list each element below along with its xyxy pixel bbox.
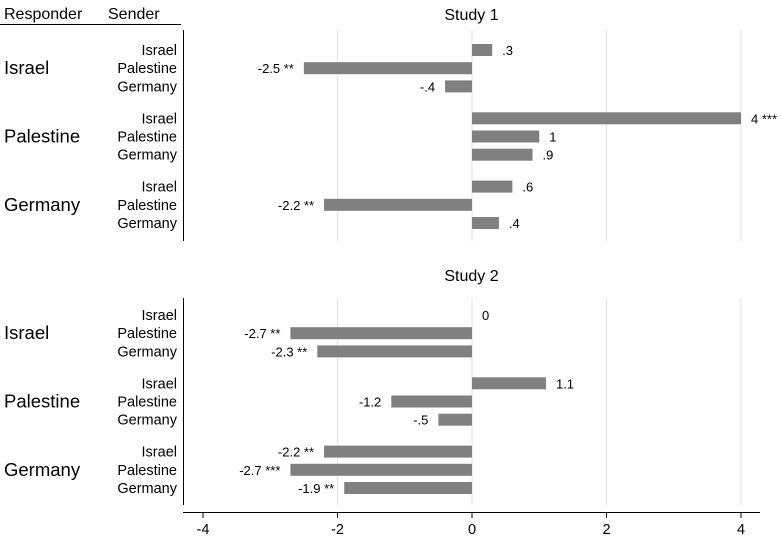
bar — [472, 217, 499, 229]
sender-label: Palestine — [117, 395, 177, 411]
responder-label: Germany — [4, 194, 81, 215]
sender-label: Israel — [142, 445, 177, 461]
bar — [303, 62, 472, 75]
bar — [290, 463, 472, 476]
value-label: -2.2 ** — [278, 198, 314, 213]
sender-header: Sender — [108, 6, 160, 23]
sender-label: Germany — [117, 148, 177, 164]
value-label: 1.1 — [556, 376, 574, 391]
x-tick-label: -2 — [331, 522, 344, 538]
responder-label: Germany — [4, 459, 81, 480]
value-label: 4 *** — [751, 111, 777, 126]
sender-label: Germany — [117, 79, 177, 95]
value-label: -2.3 ** — [271, 344, 307, 359]
x-tick-label: 0 — [468, 522, 476, 538]
sender-label: Palestine — [117, 198, 177, 214]
sender-label: Palestine — [117, 130, 177, 146]
sender-label: Germany — [117, 413, 177, 429]
panel-title: Study 1 — [444, 7, 498, 24]
sender-label: Israel — [142, 43, 177, 59]
value-label: -.5 — [413, 413, 428, 428]
value-label: -.4 — [420, 79, 435, 94]
x-tick-label: 4 — [737, 522, 745, 538]
value-label: -1.2 — [359, 395, 381, 410]
bar — [391, 395, 472, 408]
bar — [472, 180, 513, 193]
responder-label: Israel — [4, 322, 49, 343]
bar — [472, 377, 546, 390]
bar — [472, 44, 493, 56]
sender-label: Israel — [142, 376, 177, 392]
responder-header: Responder — [4, 6, 83, 23]
sender-label: Germany — [117, 216, 177, 232]
value-label: -2.5 ** — [258, 61, 294, 76]
bar — [324, 445, 472, 458]
sender-label: Israel — [142, 308, 177, 324]
value-label: 1 — [549, 130, 556, 145]
sender-label: Israel — [142, 111, 177, 127]
value-label: -1.9 ** — [298, 481, 334, 496]
sender-label: Germany — [117, 344, 177, 360]
value-label: -2.2 ** — [278, 445, 314, 460]
bar — [317, 345, 472, 358]
x-tick-label: 2 — [602, 522, 610, 538]
sender-label: Palestine — [117, 463, 177, 479]
sender-label: Palestine — [117, 61, 177, 77]
value-label: .9 — [543, 148, 554, 163]
responder-label: Palestine — [4, 391, 80, 412]
responder-label: Palestine — [4, 126, 80, 147]
value-label: 0 — [482, 308, 489, 323]
value-label: -2.7 *** — [239, 463, 280, 478]
bar — [472, 130, 540, 143]
bar — [438, 413, 472, 426]
x-tick-label: -4 — [197, 522, 210, 538]
value-label: .3 — [502, 43, 513, 58]
sender-label: Israel — [142, 180, 177, 196]
value-label: .4 — [509, 216, 520, 231]
value-label: .6 — [522, 180, 533, 195]
panel-study-2: Study 2 Israel 0 Palestine -2.7 ** Germany -2.… — [4, 268, 742, 505]
sender-label: Palestine — [117, 326, 177, 342]
bar — [290, 327, 472, 340]
panel-title: Study 2 — [444, 268, 498, 285]
value-label: -2.7 ** — [244, 326, 280, 341]
responder-label: Israel — [4, 57, 49, 78]
panel-study-1: Study 1 Israel .3 Palestine -2.5 ** Germany -.… — [4, 7, 777, 241]
bar — [472, 112, 741, 125]
bar — [472, 148, 533, 161]
x-axis: -4 -2 0 2 4 — [183, 512, 760, 538]
bar — [324, 198, 472, 211]
bar — [445, 80, 472, 93]
sender-label: Germany — [117, 481, 177, 497]
bar — [344, 482, 472, 494]
